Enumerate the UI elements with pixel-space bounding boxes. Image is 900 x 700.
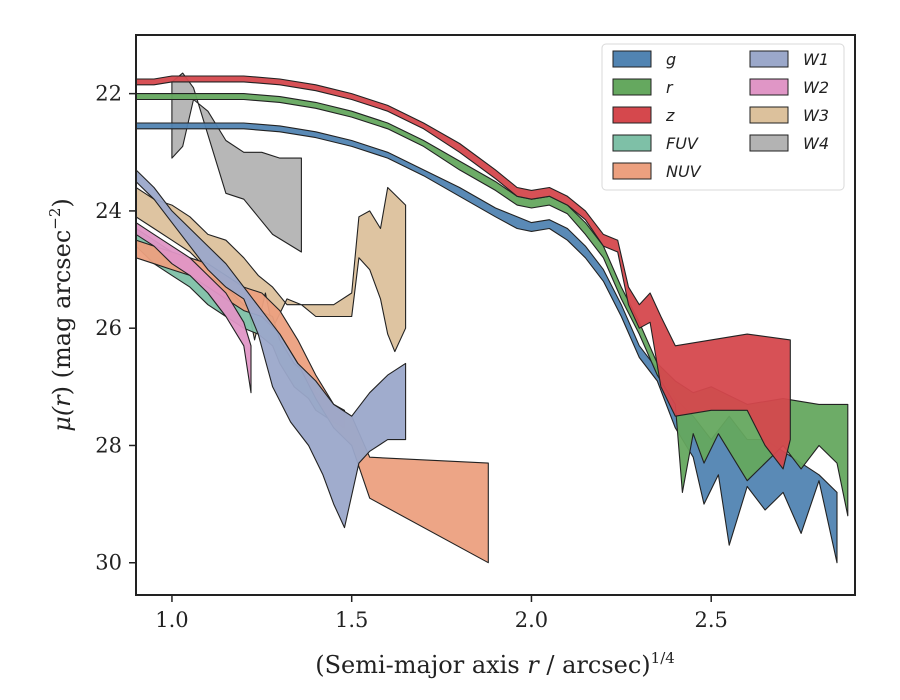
legend-swatch-w3 <box>749 106 789 124</box>
legend-swatch-w2 <box>749 78 789 96</box>
band-z <box>136 75 791 470</box>
legend-label-fuv: FUV <box>666 134 699 153</box>
y-tick-label: 22 <box>95 82 122 106</box>
legend-swatch-g <box>612 50 652 68</box>
band-w4 <box>171 72 302 253</box>
y-axis-label: μ(r) (mag arcsec−2) <box>46 198 76 432</box>
legend-swatch-w1 <box>749 50 789 68</box>
legend-label-g: g <box>666 50 676 69</box>
legend-label-w4: W4 <box>803 134 829 153</box>
y-tick-label: 30 <box>95 551 122 575</box>
legend-label-w2: W2 <box>803 78 829 97</box>
x-tick-label: 2.5 <box>694 608 727 632</box>
x-tick-label: 1.5 <box>335 608 368 632</box>
y-axis-ticks: 22 24 26 28 30 <box>95 82 136 575</box>
x-tick-label: 1.0 <box>155 608 188 632</box>
band-r <box>136 93 849 517</box>
band-w2 <box>136 222 252 394</box>
x-tick-label: 2.0 <box>515 608 548 632</box>
legend-swatch-z <box>612 106 652 124</box>
plot-frame <box>135 34 856 596</box>
legend-label-w3: W3 <box>803 106 829 125</box>
legend: grz FUV NUV W1 W2 W3 W4 <box>601 43 845 191</box>
legend-swatch-fuv <box>612 134 652 152</box>
y-tick-label: 24 <box>95 199 122 223</box>
band-w1 <box>136 169 407 529</box>
legend-swatch-nuv <box>612 162 652 180</box>
y-tick-label: 28 <box>95 433 122 457</box>
band-g <box>136 122 838 564</box>
x-axis-ticks: 1.0 1.5 2.0 2.5 <box>155 595 728 632</box>
series-bands <box>136 72 849 564</box>
legend-swatch-w4 <box>749 134 789 152</box>
y-tick-label: 26 <box>95 316 122 340</box>
legend-swatch-r <box>612 78 652 96</box>
legend-label-nuv: NUV <box>666 162 702 181</box>
legend-label-w1: W1 <box>803 50 829 69</box>
legend-label-z: z <box>665 106 675 125</box>
legend-label-r: r <box>666 78 674 97</box>
x-axis-label: (Semi-major axis r / arcsec)1/4 <box>315 649 675 679</box>
